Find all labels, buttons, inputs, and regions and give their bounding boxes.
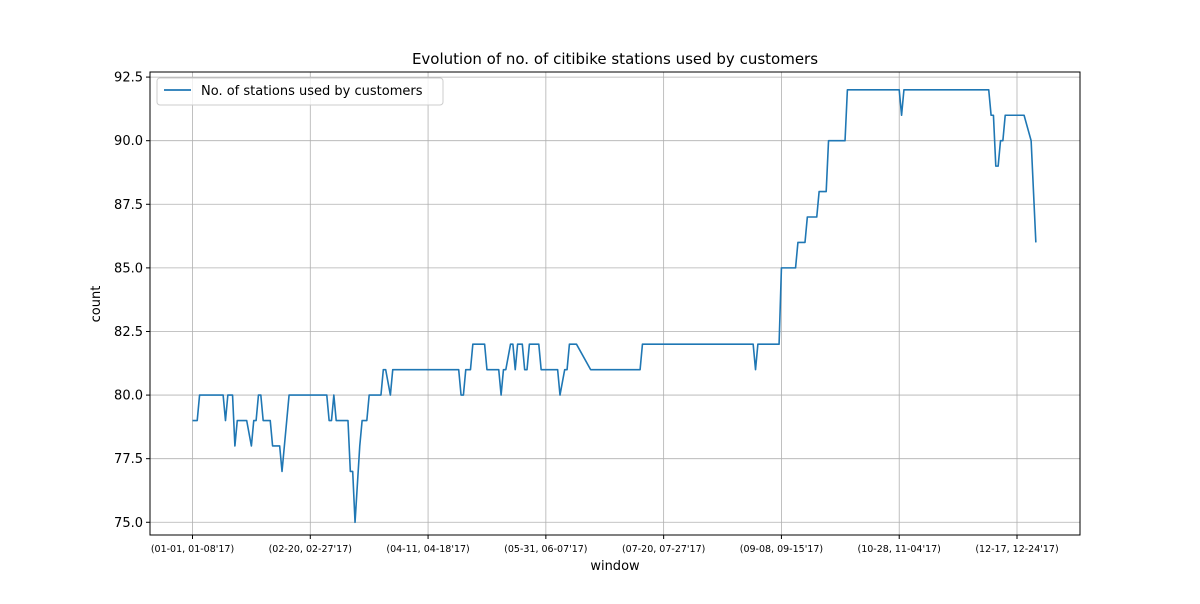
y-tick-label: 80.0 (114, 389, 143, 404)
series-layer (192, 89, 1037, 524)
legend-box (156, 77, 444, 106)
chart-title: Evolution of no. of citibike stations us… (412, 50, 818, 68)
y-tick-label: 85.0 (114, 261, 143, 276)
x-tick-label: (07-20, 07-27'17) (622, 544, 705, 555)
x-tick-label: (12-17, 12-24'17) (975, 544, 1058, 555)
legend-label: No. of stations used by customers (201, 84, 423, 99)
x-tick-label: (01-01, 01-08'17) (151, 544, 234, 555)
x-tick-label: (09-08, 09-15'17) (740, 544, 823, 555)
x-tick-label: (04-11, 04-18'17) (386, 544, 469, 555)
x-tick-label: (02-20, 02-27'17) (269, 544, 352, 555)
y-tick-label: 92.5 (114, 71, 143, 86)
y-axis: 75.0 77.5 80.0 82.5 85.0 87.5 90.0 92.5 (114, 71, 150, 531)
series-line (192, 89, 1037, 524)
y-tick-label: 77.5 (114, 452, 143, 467)
x-axis-label: window (590, 559, 640, 574)
x-tick-label: (10-28, 11-04'17) (858, 544, 941, 555)
x-tick-label: (05-31, 06-07'17) (504, 544, 587, 555)
y-tick-label: 90.0 (114, 134, 143, 149)
x-axis: (01-01, 01-08'17) (02-20, 02-27'17) (04-11… (151, 535, 1059, 555)
y-tick-label: 75.0 (114, 516, 143, 531)
y-axis-label: count (89, 286, 104, 323)
plot-frame (149, 71, 1081, 536)
legend: No. of stations used by customers (156, 77, 444, 106)
y-tick-label: 87.5 (114, 198, 143, 213)
y-tick-label: 82.5 (114, 325, 143, 340)
